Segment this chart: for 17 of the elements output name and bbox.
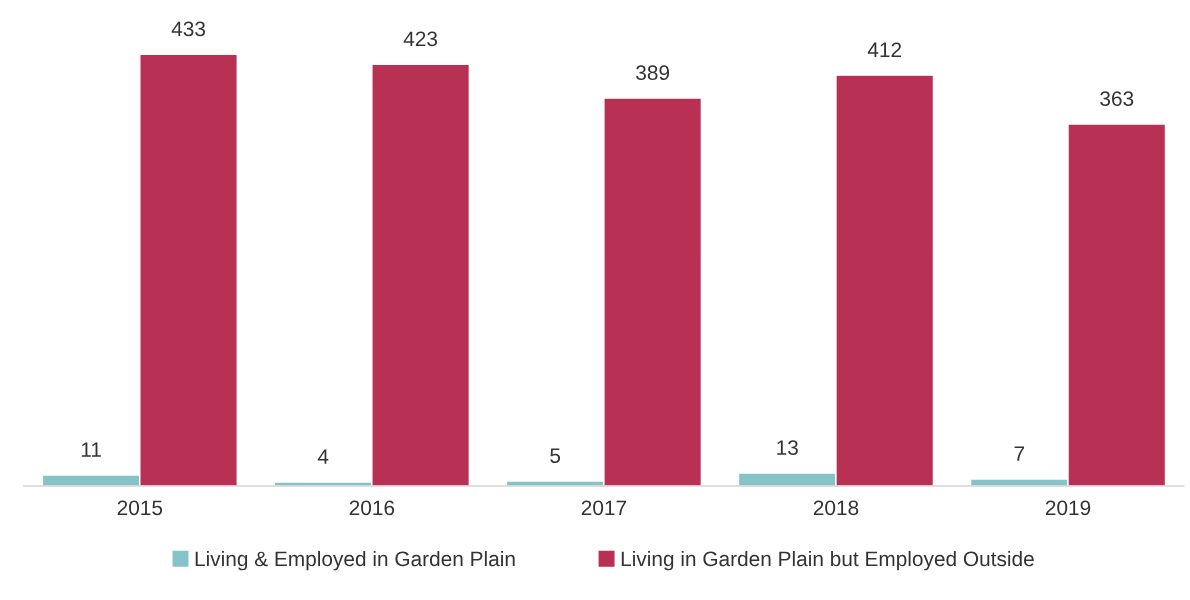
- data-label: 13: [777, 440, 798, 456]
- x-tick-label: 2018: [813, 500, 859, 516]
- x-tick-label: 2015: [117, 500, 163, 516]
- x-tick-label: 2017: [581, 500, 627, 516]
- legend-label: Living in Garden Plain but Employed Outside: [621, 550, 1034, 571]
- data-label: 412: [867, 42, 902, 57]
- data-label: 363: [1100, 91, 1134, 107]
- x-tick-label: 2019: [1045, 500, 1091, 516]
- data-label: 4: [317, 449, 329, 464]
- x-tick-label: 2016: [349, 500, 395, 516]
- data-label: 5: [550, 448, 561, 464]
- legend-label: Living & Employed in Garden Plain: [195, 550, 515, 571]
- data-label: 11: [81, 442, 101, 457]
- data-label: 389: [636, 65, 670, 81]
- data-label: 433: [171, 21, 206, 37]
- data-label: 423: [403, 31, 438, 47]
- data-label: 7: [1014, 446, 1025, 461]
